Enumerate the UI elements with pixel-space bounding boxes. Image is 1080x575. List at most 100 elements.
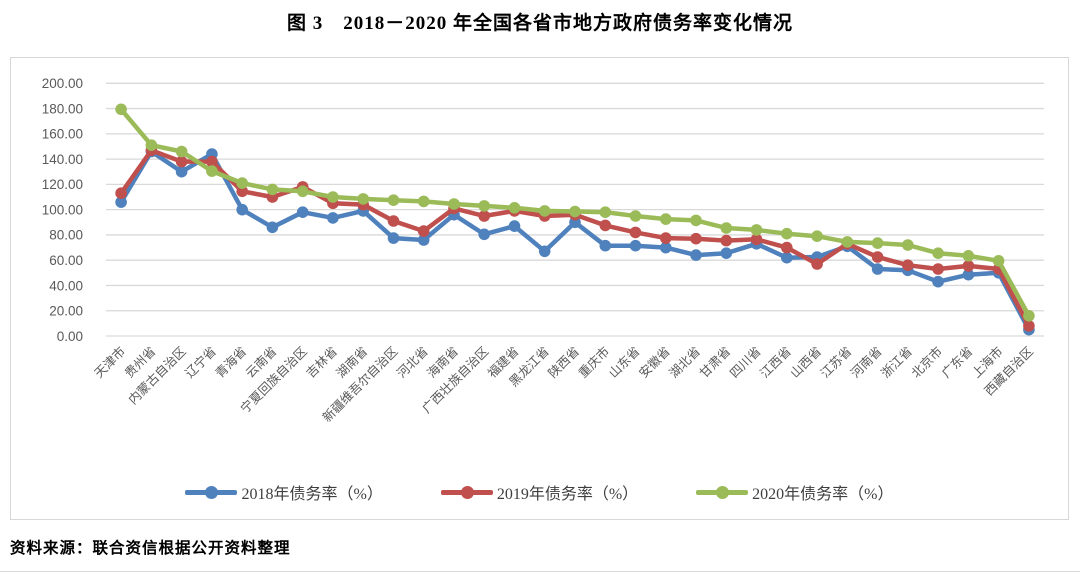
series-marker-2020 [357,193,370,205]
series-marker-2019 [962,260,975,272]
series-marker-2018 [720,247,733,259]
y-tick-label: 180.00 [42,101,83,116]
series-marker-2019 [206,155,218,168]
series-line-2018 [118,149,1032,332]
y-tick-label: 160.00 [42,127,83,142]
series-marker-2018 [115,196,127,208]
series-marker-2018 [538,245,551,258]
y-tick-label: 0.00 [57,329,83,344]
series-marker-2020 [781,227,793,240]
series-marker-2020 [448,198,460,210]
legend-line-marker-icon [440,486,493,499]
series-marker-2019 [781,241,793,254]
x-category-label: 江苏省 [817,344,854,381]
series-marker-2020 [629,210,642,222]
series-marker-2020 [569,205,581,218]
series-marker-2019 [902,259,914,271]
series-marker-2018 [629,239,642,252]
series-marker-2020 [327,191,339,203]
series-marker-2018 [387,232,400,244]
series-marker-2019 [811,258,823,270]
x-category-label: 河南省 [848,344,885,381]
x-category-label: 浙江省 [878,344,915,381]
legend-item: 2020年债务率（%） [696,480,894,504]
legend-item: 2018年债务率（%） [185,480,383,504]
series-marker-2019 [871,251,884,263]
series-marker-2018 [962,268,975,281]
series-marker-2020 [478,200,491,212]
x-category-label: 重庆市 [575,344,612,381]
chart-container: 0.00 20.00 40.00 60.00 80.00 100.00 120.00 140.… [10,57,1069,520]
series-marker-2020 [296,185,309,198]
series-marker-2020 [690,214,702,227]
legend-item: 2019年债务率（%） [440,480,638,504]
series-marker-2020 [750,224,763,236]
series-marker-2018 [175,165,188,178]
legend-label: 2018年债务率（%） [241,486,383,503]
y-tick-label: 80.00 [49,228,83,243]
series-marker-2020 [206,165,218,177]
y-tick-label: 140.00 [42,152,83,167]
series-marker-2019 [387,215,400,227]
y-tick-label: 100.00 [42,202,83,217]
x-category-label: 北京市 [908,344,945,381]
series-line-2019 [118,148,1032,329]
line-chart: 0.00 20.00 40.00 60.00 80.00 100.00 120.00 140.… [42,76,1044,425]
series-marker-2018 [296,206,309,218]
x-category-label: 陕西省 [545,344,582,381]
legend-label: 2020年债务率（%） [752,486,894,503]
x-category-label: 甘肃省 [697,344,733,380]
series-marker-2018 [327,212,339,224]
series-marker-2020 [115,103,127,116]
chart-title: 图 3 2018－2020 年全国各省市地方政府债务率变化情况 [286,13,793,34]
legend-line-marker-icon [696,486,749,499]
series-marker-2019 [115,187,127,199]
y-tick-label: 60.00 [49,253,83,268]
series-marker-2020 [175,145,188,158]
legend-marker-dot [716,486,730,499]
series-marker-2018 [266,221,279,234]
y-tick-label: 200.00 [42,76,83,91]
source-note: 资料来源：联合资信根据公开资料整理 [10,540,291,557]
series-marker-2018 [417,234,430,246]
x-category-label: 吉林省 [304,344,340,380]
x-category-label: 青海省 [212,344,249,381]
series-marker-2020 [871,237,884,249]
series-marker-2020 [932,247,944,259]
x-category-label: 广东省 [939,344,975,380]
series-marker-2019 [599,219,612,232]
x-category-label: 江西省 [758,344,794,380]
series-marker-2020 [720,222,733,234]
series-marker-2020 [992,255,1005,267]
series-marker-2020 [599,206,612,218]
series-marker-2018 [932,275,944,288]
series-marker-2019 [417,225,430,237]
x-category-label: 湖北省 [666,344,703,381]
x-category-label: 山东省 [606,344,642,380]
series-marker-2019 [690,232,702,245]
series-marker-2019 [720,234,733,247]
series-marker-2019 [629,226,642,239]
series-marker-2020 [387,194,400,206]
series-marker-2020 [145,139,158,151]
series-marker-2019 [660,232,672,244]
series-marker-2020 [962,250,975,262]
x-category-label: 山西省 [788,344,824,380]
series-marker-2020 [660,213,672,225]
series-marker-2020 [1023,310,1035,322]
series-marker-2020 [236,177,248,189]
y-tick-label: 20.00 [49,304,83,319]
series-marker-2019 [932,263,944,275]
series-marker-2018 [871,263,884,275]
series-marker-2019 [750,233,763,246]
series-marker-2018 [508,220,521,232]
series-marker-2020 [417,195,430,208]
x-category-label: 辽宁省 [182,344,219,381]
x-category-label: 安徽省 [636,344,673,381]
series-marker-2018 [599,239,612,252]
series-marker-2019 [236,185,248,198]
legend-marker-dot [205,486,219,499]
series-marker-2018 [781,251,793,264]
series-marker-2018 [660,241,672,254]
series-marker-2020 [811,230,823,242]
